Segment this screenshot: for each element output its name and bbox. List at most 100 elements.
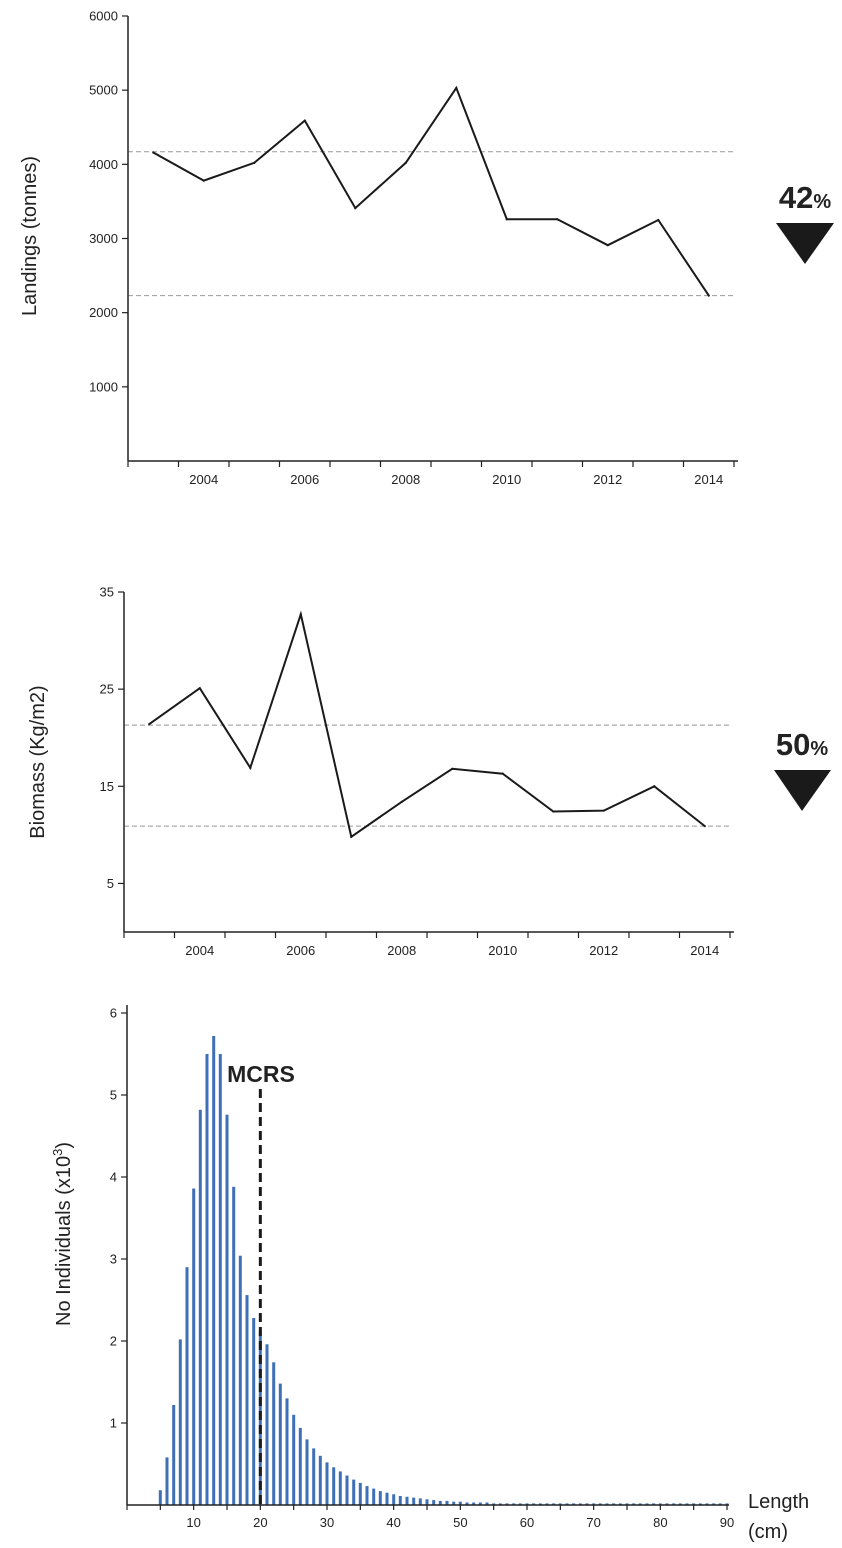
c2-data-point xyxy=(400,800,403,803)
histogram-bar xyxy=(485,1502,489,1505)
histogram-bar xyxy=(572,1503,576,1505)
histogram-bar xyxy=(412,1497,416,1505)
c2-x-tick-label: 2006 xyxy=(286,943,315,958)
c1-x-tick-label: 2012 xyxy=(593,472,622,487)
histogram-bar xyxy=(198,1109,202,1505)
biomass-axes: 5 15 25 35 2004 2006 2008 2010 2012 2014 xyxy=(100,585,734,958)
histogram-bar xyxy=(405,1496,409,1505)
histogram-bar xyxy=(478,1502,482,1505)
histogram-bar xyxy=(678,1503,682,1505)
histogram-bar xyxy=(372,1488,376,1505)
c2-x-tick-label: 2010 xyxy=(488,943,517,958)
histogram-bar xyxy=(665,1503,669,1505)
histogram-x-axis-label-line2: (cm) xyxy=(748,1521,788,1543)
c2-y-tick-label: 25 xyxy=(100,682,114,697)
c1-data-point xyxy=(657,218,660,222)
histogram-bar xyxy=(225,1114,229,1505)
c2-data-point xyxy=(552,810,555,813)
c2-data-point xyxy=(451,767,454,770)
c1-data-point xyxy=(152,151,155,154)
c1-x-tick-label: 2010 xyxy=(492,472,521,487)
c1-series-line xyxy=(152,85,710,297)
histogram-bar xyxy=(185,1267,189,1505)
c2-data-point xyxy=(653,785,656,788)
biomass-reference-lines xyxy=(124,724,732,827)
c1-y-tick-label: 4000 xyxy=(89,157,118,172)
histogram-y-tick-label: 1 xyxy=(110,1416,117,1431)
histogram-bar xyxy=(518,1503,522,1505)
histogram-bar xyxy=(705,1503,709,1505)
histogram-bar xyxy=(265,1344,269,1505)
histogram-y-label-sup: 3 xyxy=(50,1149,65,1156)
c1-y-tick-label: 6000 xyxy=(89,9,118,24)
c2-data-point xyxy=(703,825,706,828)
histogram-bar xyxy=(285,1398,289,1505)
biomass-y-axis-label: Biomass (Kg/m2) xyxy=(27,685,49,838)
c2-x-tick-label: 2004 xyxy=(185,943,214,958)
histogram-x-tick-label: 50 xyxy=(453,1515,467,1530)
length-histogram-chart: No Individuals (x103) MCRS Length (cm) 1… xyxy=(50,1005,809,1543)
histogram-bar xyxy=(565,1503,569,1505)
histogram-bar xyxy=(305,1439,309,1505)
c1-x-tick-label: 2008 xyxy=(391,472,420,487)
histogram-x-tick-label: 60 xyxy=(520,1515,534,1530)
landings-series xyxy=(152,85,710,297)
c1-data-point xyxy=(606,244,609,247)
c1-data-point xyxy=(303,119,306,122)
histogram-y-tick-label: 3 xyxy=(110,1252,117,1267)
landings-change-indicator: 42% xyxy=(776,180,834,264)
histogram-bar xyxy=(525,1503,529,1505)
histogram-bar xyxy=(398,1496,402,1505)
histogram-bar xyxy=(512,1503,516,1505)
histogram-x-axis-label-line1: Length xyxy=(748,1491,809,1513)
biomass-change-unit: % xyxy=(810,738,828,760)
histogram-bar xyxy=(358,1482,362,1505)
c1-y-tick-label: 1000 xyxy=(89,379,118,394)
c2-y-tick-label: 15 xyxy=(100,779,114,794)
histogram-bar xyxy=(205,1054,209,1505)
histogram-bar xyxy=(612,1503,616,1505)
c1-data-point xyxy=(354,206,357,210)
c1-data-point xyxy=(556,218,559,221)
histogram-bar xyxy=(658,1503,662,1505)
histogram-bar xyxy=(505,1503,509,1505)
histogram-bar xyxy=(685,1503,689,1505)
histogram-bar xyxy=(338,1471,342,1505)
histogram-y-tick-label: 5 xyxy=(110,1088,117,1103)
histogram-bar xyxy=(552,1503,556,1505)
histogram-bar xyxy=(432,1500,436,1505)
c1-x-tick-label: 2014 xyxy=(694,472,723,487)
histogram-y-label-main: No Individuals (x10 xyxy=(53,1156,75,1326)
c2-data-point xyxy=(198,687,201,690)
landings-change-unit: % xyxy=(813,191,831,213)
histogram-bar xyxy=(498,1503,502,1505)
histogram-bar xyxy=(218,1054,222,1505)
biomass-change-text: 50% xyxy=(776,727,828,762)
c2-y-tick-label: 5 xyxy=(107,876,114,891)
histogram-bar xyxy=(238,1255,242,1505)
histogram-bar xyxy=(232,1186,236,1505)
histogram-bar xyxy=(578,1503,582,1505)
histogram-bar xyxy=(492,1503,496,1505)
histogram-y-tick-label: 4 xyxy=(110,1170,117,1185)
histogram-bar xyxy=(298,1427,302,1505)
histogram-bar xyxy=(718,1503,722,1505)
landings-change-value: 42 xyxy=(779,180,813,215)
histogram-y-tick-label: 6 xyxy=(110,1006,117,1021)
histogram-bar xyxy=(245,1295,249,1505)
histogram-bar xyxy=(278,1383,282,1505)
histogram-bar xyxy=(592,1503,596,1505)
histogram-bar xyxy=(312,1448,316,1505)
histogram-bar xyxy=(605,1503,609,1505)
landings-reference-lines xyxy=(128,151,736,297)
c2-data-point xyxy=(602,809,605,812)
c2-data-point xyxy=(350,835,353,838)
histogram-bar xyxy=(672,1503,676,1505)
histogram-bar xyxy=(638,1503,642,1505)
histogram-bar xyxy=(425,1499,429,1505)
histogram-bar xyxy=(452,1501,456,1505)
histogram-bar xyxy=(438,1500,442,1505)
c1-x-tick-label: 2004 xyxy=(189,472,218,487)
c2-data-point xyxy=(249,766,252,769)
histogram-bar xyxy=(445,1500,449,1505)
